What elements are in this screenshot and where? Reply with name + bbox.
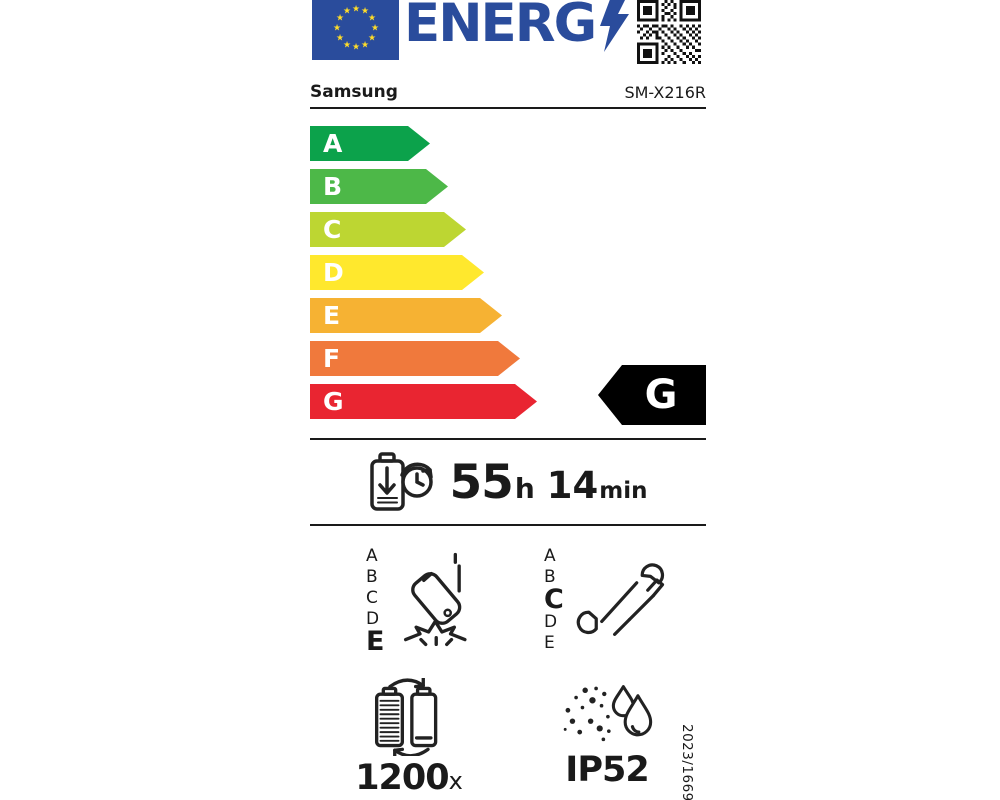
class-arrow-f: F xyxy=(310,341,520,376)
supplier-name: Samsung xyxy=(310,82,398,102)
brand-row: Samsung SM-X216R xyxy=(310,82,706,109)
bottom-ratings-row: 1200 x xyxy=(310,678,706,798)
class-ratings-row: A B C D E A B xyxy=(310,526,706,657)
scale-letter: A xyxy=(366,546,378,566)
scale-letter: C xyxy=(366,588,378,608)
drop-resistance-section: A B C D E xyxy=(310,546,508,657)
separator-line xyxy=(310,438,706,440)
ingress-protection-section: IP52 xyxy=(508,678,706,798)
eu-star: ★ xyxy=(367,33,377,44)
battery-clock-icon xyxy=(370,452,434,511)
class-arrow-b: B xyxy=(310,169,448,204)
tools-icon xyxy=(576,563,665,636)
eu-star: ★ xyxy=(342,6,352,17)
rated-class-letter: G xyxy=(644,372,678,418)
class-letter: A xyxy=(323,129,343,158)
class-arrow-c: C xyxy=(310,212,466,247)
repairability-scale: A B C D E xyxy=(544,546,570,654)
endurance-minutes: 14 xyxy=(546,463,599,507)
class-arrow-d: D xyxy=(310,255,484,290)
qr-code-icon xyxy=(637,0,701,64)
cycles-number: 1200 xyxy=(355,758,449,798)
dust-water-icon xyxy=(563,685,653,742)
scale-letter: A xyxy=(544,546,556,566)
eu-star: ★ xyxy=(370,23,380,34)
endurance-hours-unit: h xyxy=(514,471,535,505)
label-header: ★ ★ ★ ★ ★ ★ ★ ★ ★ ★ ★ ★ ENERG xyxy=(310,0,706,66)
lightning-bolt-icon xyxy=(600,0,630,52)
endurance-value: 55 h 14 min xyxy=(449,455,647,510)
regulation-number: 2023/1669 xyxy=(679,724,695,800)
class-letter: D xyxy=(323,258,344,287)
eu-star: ★ xyxy=(351,4,361,15)
battery-cycles-icon xyxy=(374,678,438,756)
eu-star: ★ xyxy=(335,13,345,24)
class-arrow-g: G xyxy=(310,384,537,419)
eu-star: ★ xyxy=(360,40,370,51)
scale-letter: B xyxy=(366,567,378,587)
class-arrow-a: A xyxy=(310,126,430,161)
eu-star: ★ xyxy=(367,13,377,24)
rated-class-pointer: G xyxy=(598,365,706,425)
scale-letter: E xyxy=(544,633,555,653)
eu-star: ★ xyxy=(351,42,361,53)
rated-scale-letter: C xyxy=(544,584,564,615)
scale-letter: B xyxy=(544,567,556,587)
drop-resistance-scale: A B C D E xyxy=(366,546,392,657)
cycles-unit: x xyxy=(448,767,463,795)
class-letter: F xyxy=(323,344,341,373)
scale-letter: D xyxy=(544,612,558,632)
phone-drop-icon xyxy=(403,552,467,647)
rated-scale-letter: E xyxy=(366,626,385,657)
energ-logo-text: ENERG xyxy=(404,0,597,54)
class-letter: E xyxy=(323,301,341,330)
eu-star: ★ xyxy=(332,23,342,34)
battery-cycles-value: 1200 x xyxy=(355,758,463,798)
repairability-section: A B C D E xyxy=(508,546,706,654)
endurance-hours: 55 xyxy=(449,454,513,510)
eu-star: ★ xyxy=(342,40,352,51)
scale-letter: D xyxy=(366,609,380,629)
class-letter: B xyxy=(323,172,343,201)
eu-star: ★ xyxy=(335,33,345,44)
class-letter: C xyxy=(323,215,342,244)
model-identifier: SM-X216R xyxy=(624,83,706,102)
eu-energy-label: ★ ★ ★ ★ ★ ★ ★ ★ ★ ★ ★ ★ ENERG xyxy=(310,0,706,800)
class-arrow-e: E xyxy=(310,298,502,333)
battery-cycles-section: 1200 x xyxy=(310,678,508,798)
battery-endurance-section: 55 h 14 min xyxy=(310,440,706,524)
eu-star: ★ xyxy=(360,6,370,17)
ip-rating: IP52 xyxy=(565,750,649,790)
eu-flag: ★ ★ ★ ★ ★ ★ ★ ★ ★ ★ ★ ★ xyxy=(312,0,399,60)
endurance-minutes-unit: min xyxy=(599,477,648,504)
class-letter: G xyxy=(323,387,344,416)
energ-logo: ENERG xyxy=(404,0,631,54)
ip-rating-value: IP52 xyxy=(565,750,649,790)
energy-efficiency-scale: A B C D E F G G xyxy=(310,126,706,425)
separator-line xyxy=(310,524,706,526)
